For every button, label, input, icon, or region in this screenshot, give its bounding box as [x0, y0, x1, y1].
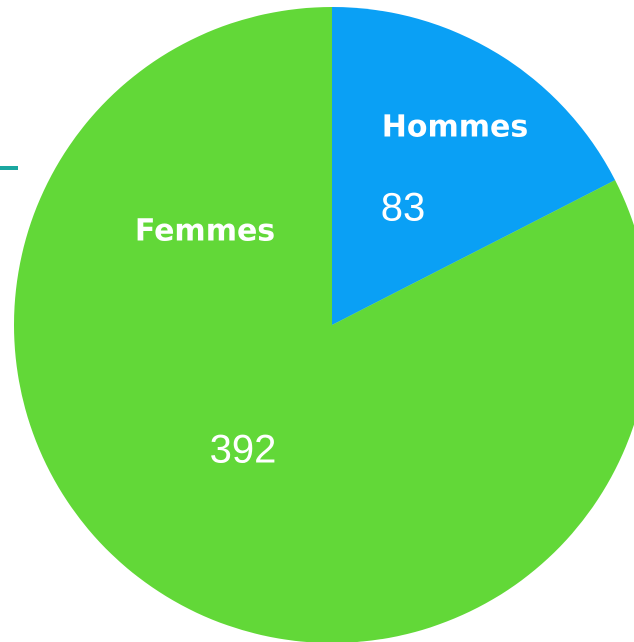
pie-slice — [332, 7, 616, 325]
value-label: 83 — [381, 186, 426, 230]
slice-label: Femmes — [135, 214, 275, 249]
slice-label: Hommes — [382, 110, 528, 145]
pie-slice — [14, 7, 634, 642]
value-label: 392 — [210, 428, 277, 472]
